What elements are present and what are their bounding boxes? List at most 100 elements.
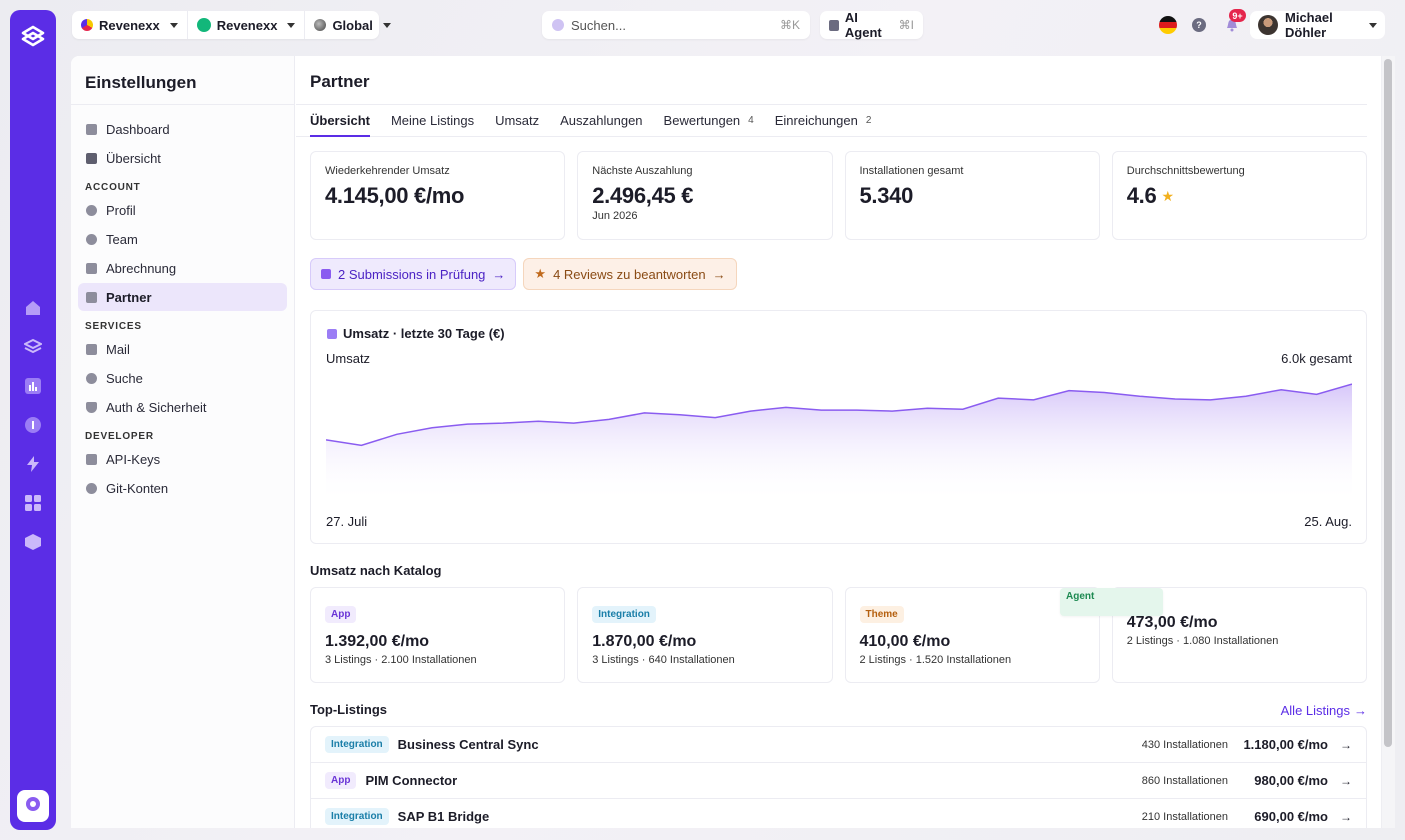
submissions-pending-button[interactable]: 2 Submissions in Prüfung → [310,258,517,290]
shield-icon [86,401,97,413]
listing-installs: 860 Installationen [1141,774,1228,787]
sidebar-item-partner[interactable]: Partner [78,283,287,311]
plug-icon[interactable] [23,415,43,435]
sidebar-item-auth[interactable]: Auth & Sicherheit [78,393,287,421]
tab-listings[interactable]: Meine Listings [391,105,474,136]
kpi-value: 4.6 ★ [1127,183,1352,209]
tab-revenue[interactable]: Umsatz [495,105,539,136]
chart-header: Umsatz · letzte 30 Tage (€) [327,326,505,341]
dashboard-icon [86,123,97,135]
section-services: SERVICES [85,321,142,332]
workspace-name: Revenexx [216,17,278,33]
kpi-value-text: 5.340 [859,183,914,208]
overview-icon [86,152,97,164]
tab-overview[interactable]: Übersicht [310,105,370,137]
listing-revenue: 980,00 €/mo [1254,773,1328,788]
sidebar-item-search[interactable]: Suche [78,364,287,392]
store-icon [86,291,97,303]
search-input[interactable]: Suchen... ⌘K [542,11,810,39]
tab-label: Einreichungen [774,113,858,128]
arrow-right-icon: → [1340,809,1352,824]
section-developer: DEVELOPER [85,431,154,442]
catalog-card[interactable]: App 1.392,00 €/mo 3 Listings · 2.100 Ins… [310,587,566,683]
layers-icon[interactable] [23,337,43,357]
kpi-label: Durchschnittsbewertung [1126,165,1245,177]
page-scrollbar[interactable] [1382,56,1395,828]
tab-count: 4 [748,115,754,126]
org-switcher[interactable]: Revenexx [72,11,187,39]
sidebar-item-dashboard[interactable]: Dashboard [78,115,287,143]
catalog-heading: Umsatz nach Katalog [310,563,442,578]
region-name: Global [332,17,373,33]
search-shortcut: ⌘K [779,18,800,32]
sidebar-item-git[interactable]: Git-Konten [78,474,287,502]
catalog-card[interactable]: Integration 1.870,00 €/mo 3 Listings · 6… [577,587,833,683]
sidebar-item-label: Profil [106,202,136,218]
tab-label: Umsatz [495,113,540,128]
settings-button[interactable] [17,790,49,822]
apps-icon[interactable] [23,493,43,513]
sidebar-item-billing[interactable]: Abrechnung [78,254,287,282]
scrollbar-thumb[interactable] [1384,59,1392,747]
pill-label: 2 Submissions in Prüfung [338,266,486,282]
sidebar-item-team[interactable]: Team [78,225,287,253]
chart-title: Umsatz · letzte 30 Tage (€) [343,326,505,341]
user-name: Michael Döhler [1285,10,1333,40]
robot-icon [829,19,839,31]
chart-total: 6.0k gesamt [1281,351,1352,366]
team-icon [86,233,97,245]
workspace-switcher[interactable]: Revenexx [186,11,305,39]
catalog-card[interactable]: Agent 473,00 €/mo 2 Listings · 1.080 Ins… [1060,587,1367,683]
sidebar-item-profile[interactable]: Profil [78,196,287,224]
home-icon[interactable] [23,298,43,318]
user-menu[interactable]: Michael Döhler [1250,10,1385,40]
table-row[interactable]: App PIM Connector 860 Installationen 980… [311,763,1366,799]
analytics-icon[interactable] [23,376,43,396]
type-badge: Agent [1060,588,1163,616]
kpi-value: 2.496,45 € [592,183,817,209]
sidebar-item-label: Abrechnung [106,260,177,276]
tab-reviews[interactable]: Bewertungen 4 [664,105,754,136]
arrow-right-icon: → [492,266,506,282]
app-logo[interactable] [20,24,46,50]
tab-label: Meine Listings [390,113,475,128]
ai-agent-shortcut: ⌘I [898,18,914,32]
kpi-value-text: 4.6 [1126,183,1157,208]
kpi-value-text: 2.496,45 € [592,183,694,208]
kpi-label: Wiederkehrender Umsatz [325,165,450,177]
tab-submissions[interactable]: Einreichungen 2 [775,105,872,136]
partner-main: Partner Übersicht Meine Listings Umsatz … [296,56,1367,828]
sidebar-item-label: Mail [106,341,130,357]
ai-agent-label: AI Agent [844,10,882,40]
sidebar-title: Einstellungen [71,56,294,105]
ai-agent-button[interactable]: AI Agent ⌘I [820,10,923,40]
cube-icon[interactable] [23,532,43,552]
table-row[interactable]: Integration Business Central Sync 430 In… [311,727,1366,763]
listing-name: Business Central Sync [397,737,539,752]
table-row[interactable]: Integration SAP B1 Bridge 210 Installati… [311,799,1366,828]
region-switcher[interactable]: Global [304,11,399,39]
catalog-card[interactable]: Theme 410,00 €/mo 2 Listings · 1.520 Ins… [844,587,1100,683]
chart-series-label: Umsatz [326,351,371,366]
search-icon [86,372,97,384]
notification-badge: 9+ [1229,9,1246,22]
avatar [1258,15,1278,35]
settings-nav: Dashboard Übersicht ACCOUNT Profil Team … [71,105,294,502]
git-icon [86,482,97,494]
kpi-card: Installationen gesamt 5.340 [844,151,1100,240]
org-logo-icon [81,19,93,31]
help-icon[interactable]: ? [1192,18,1206,32]
chart-x-start: 27. Juli [326,514,368,529]
language-flag-icon[interactable] [1159,16,1177,34]
listing-name: SAP B1 Bridge [397,809,490,824]
sidebar-item-api-keys[interactable]: API-Keys [78,445,287,473]
sidebar-item-mail[interactable]: Mail [78,335,287,363]
chevron-down-icon [169,22,178,28]
reviews-pending-button[interactable]: ★ 4 Reviews zu beantworten → [523,258,737,290]
tab-payouts[interactable]: Auszahlungen [560,105,642,136]
sidebar-item-overview[interactable]: Übersicht [78,144,287,172]
key-icon [86,453,97,465]
listing-revenue: 1.180,00 €/mo [1243,737,1328,752]
all-listings-link[interactable]: Alle Listings → [1281,703,1367,718]
bolt-icon[interactable] [23,454,43,474]
